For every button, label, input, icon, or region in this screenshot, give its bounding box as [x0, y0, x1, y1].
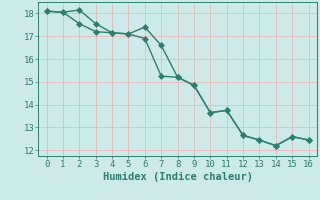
X-axis label: Humidex (Indice chaleur): Humidex (Indice chaleur)	[103, 172, 252, 182]
